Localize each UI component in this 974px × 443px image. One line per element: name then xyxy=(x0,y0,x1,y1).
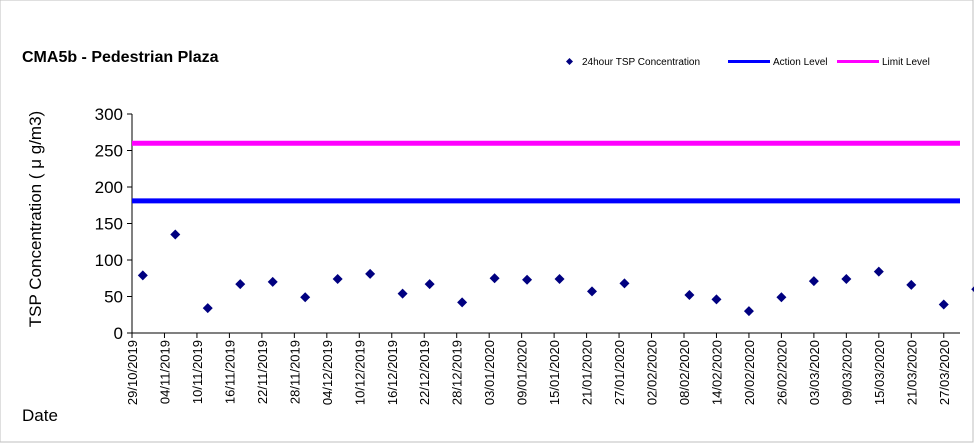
data-point-19 xyxy=(776,292,787,303)
x-tick-label-7: 10/12/2019 xyxy=(352,340,367,405)
data-point-17 xyxy=(711,294,722,305)
x-axis-title: Date xyxy=(22,406,58,425)
x-tick-label-18: 14/02/2020 xyxy=(709,340,724,405)
y-tick-label-0: 0 xyxy=(114,324,123,343)
legend-label-action: Action Level xyxy=(773,57,827,68)
data-point-12 xyxy=(522,274,533,285)
x-tick-label-9: 22/12/2019 xyxy=(417,340,432,405)
x-tick-label-5: 28/11/2019 xyxy=(287,340,302,404)
y-tick-label-150: 150 xyxy=(95,215,123,234)
x-tick-label-4: 22/11/2019 xyxy=(255,340,270,404)
data-point-21 xyxy=(841,273,852,284)
data-point-20 xyxy=(808,276,819,287)
data-point-4 xyxy=(267,276,278,287)
data-point-2 xyxy=(202,303,213,314)
x-tick-label-22: 09/03/2020 xyxy=(839,340,854,405)
x-tick-label-11: 03/01/2020 xyxy=(482,340,497,405)
y-tick-label-50: 50 xyxy=(104,288,123,307)
x-tick-label-0: 29/10/2019 xyxy=(125,340,140,405)
y-axis-title: TSP Concentration ( μ g/m3) xyxy=(26,111,45,327)
x-tick-label-20: 26/02/2020 xyxy=(774,340,789,405)
chart-title: CMA5b - Pedestrian Plaza xyxy=(22,49,219,66)
data-point-18 xyxy=(743,306,754,317)
data-point-16 xyxy=(684,290,695,301)
x-tick-label-1: 04/11/2019 xyxy=(157,340,172,404)
x-tick-label-16: 02/02/2020 xyxy=(645,340,660,405)
x-tick-label-12: 09/01/2020 xyxy=(515,340,530,405)
data-point-10 xyxy=(457,297,468,308)
legend: 24hour TSP Concentration Action Level Li… xyxy=(566,57,930,68)
data-point-14 xyxy=(587,286,597,297)
data-point-13 xyxy=(554,273,565,284)
x-tick-label-8: 16/12/2019 xyxy=(385,340,400,405)
x-tick-label-19: 20/02/2020 xyxy=(742,340,757,405)
x-tick-label-10: 28/12/2019 xyxy=(450,340,465,405)
data-point-1 xyxy=(170,229,181,240)
data-point-22 xyxy=(873,266,884,277)
x-tick-label-23: 15/03/2020 xyxy=(872,340,887,405)
data-point-6 xyxy=(332,273,343,284)
y-tick-label-100: 100 xyxy=(95,251,123,270)
x-tick-label-24: 21/03/2020 xyxy=(904,340,919,405)
y-tick-label-250: 250 xyxy=(95,142,123,161)
legend-marker-tsp xyxy=(566,58,573,65)
data-point-3 xyxy=(235,279,246,290)
data-point-5 xyxy=(300,292,311,303)
x-tick-label-15: 27/01/2020 xyxy=(612,340,627,405)
x-tick-label-25: 27/03/2020 xyxy=(937,340,952,405)
data-point-0 xyxy=(137,270,148,281)
data-point-24 xyxy=(938,299,949,310)
x-tick-label-14: 21/01/2020 xyxy=(580,340,595,405)
plot-area: 0 50 100 150 200 250 300 29/10/2019 04/11/2019 10… xyxy=(95,105,974,405)
y-tick-label-300: 300 xyxy=(95,105,123,124)
y-tick-label-200: 200 xyxy=(95,178,123,197)
data-point-11 xyxy=(489,273,500,284)
x-tick-label-2: 10/11/2019 xyxy=(190,340,205,404)
x-tick-label-17: 08/02/2020 xyxy=(677,340,692,405)
data-point-7 xyxy=(365,268,376,279)
data-point-8 xyxy=(397,288,408,299)
x-tick-label-3: 16/11/2019 xyxy=(222,340,237,404)
data-point-23 xyxy=(906,279,917,290)
data-point-9 xyxy=(424,279,435,290)
x-tick-label-6: 04/12/2019 xyxy=(320,340,335,405)
data-point-25 xyxy=(971,286,974,292)
data-point-15 xyxy=(619,278,630,289)
x-tick-label-13: 15/01/2020 xyxy=(547,340,562,405)
legend-label-limit: Limit Level xyxy=(882,57,930,68)
x-tick-label-21: 03/03/2020 xyxy=(807,340,822,405)
legend-label-tsp: 24hour TSP Concentration xyxy=(582,57,700,68)
